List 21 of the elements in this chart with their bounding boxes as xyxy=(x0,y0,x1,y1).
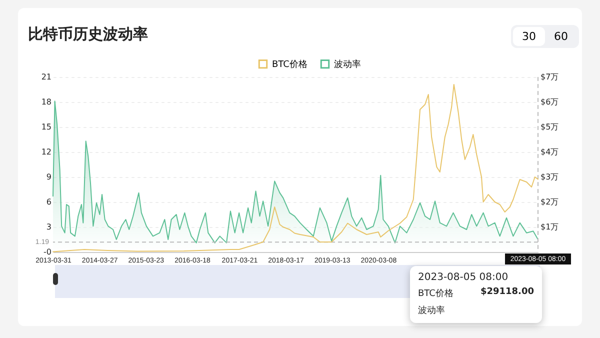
y2-tick-label: $5万 xyxy=(540,122,559,132)
chart-title: 比特币历史波动率 xyxy=(28,25,148,44)
y2-tick-label: $3万 xyxy=(540,172,559,182)
legend-label: BTC价格 xyxy=(272,59,308,70)
y-tick-label: 9 xyxy=(46,172,52,182)
price-tooltip: 2023-08-05 08:00 BTC价格 $29118.00 波动率 xyxy=(410,266,542,323)
y-tick-label: 21 xyxy=(41,72,52,82)
y2-tick-label: $4万 xyxy=(540,148,559,156)
y2-tick-label: $7万 xyxy=(540,72,559,82)
legend-label: 波动率 xyxy=(334,59,361,70)
y2-tick-label: $6万 xyxy=(540,98,559,106)
y-tick-label: -0 xyxy=(44,248,52,256)
y2-tick-label: $1万 xyxy=(540,222,559,232)
y-tick-label: 18 xyxy=(41,98,52,106)
y-tick-label: 12 xyxy=(41,148,52,156)
text: 60 xyxy=(553,29,569,45)
y2-tick-label: $2万 xyxy=(540,198,559,206)
y-tick-label: 15 xyxy=(41,122,52,132)
y-tick-label: 6 xyxy=(46,198,52,206)
text: 30 xyxy=(513,27,545,46)
y-tick-label: 3 xyxy=(46,222,52,232)
